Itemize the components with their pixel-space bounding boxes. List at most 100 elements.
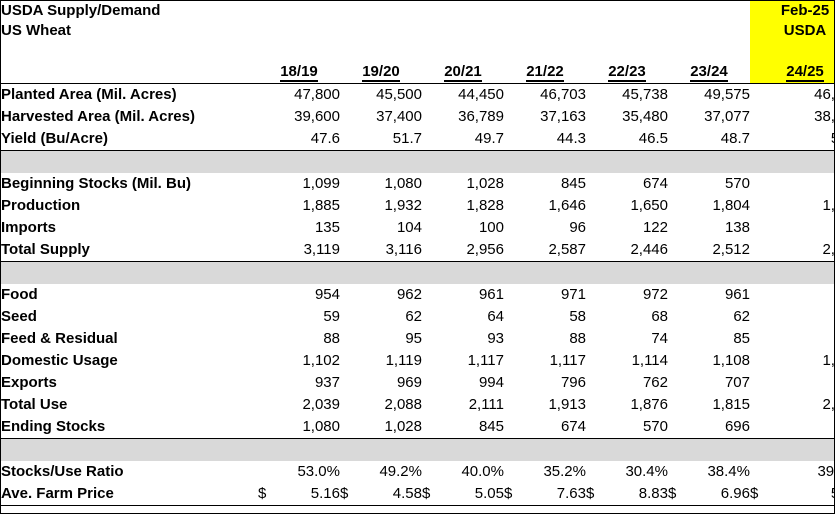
section-separator-cell (1, 150, 834, 173)
cell-value: 707 (724, 374, 750, 391)
currency-cell (750, 195, 780, 217)
currency-cell (258, 372, 276, 394)
currency-symbol: $ (340, 483, 358, 506)
currency-cell (668, 461, 686, 483)
cell-value: 1,114 (631, 352, 668, 369)
cell-value: 796 (560, 374, 586, 391)
cell-value: 1,646 (548, 197, 586, 214)
column-header-19-20: 19/20 (340, 61, 422, 84)
currency-cell (586, 394, 604, 416)
currency-cell (340, 284, 358, 306)
table-row: Production 1,885 1,932 1,828 1,646 1,650… (1, 195, 834, 217)
currency-cell (258, 106, 276, 128)
cell-value: 972 (642, 286, 668, 303)
currency-cell (750, 372, 780, 394)
table-row: Domestic Usage 1,102 1,119 1,117 1,117 1… (1, 350, 834, 372)
cell-value: 5.05 (440, 483, 504, 506)
cell-value: 8.83 (604, 483, 668, 506)
column-header-23-24: 23/24 (668, 61, 750, 84)
section-separator (1, 438, 834, 461)
title-spacer-row (1, 41, 834, 61)
cell-value: 5.16 (276, 483, 340, 506)
yellow-spacer-cell (750, 41, 834, 61)
column-header-23-24-label: 23/24 (690, 63, 728, 82)
currency-cell (258, 306, 276, 328)
column-header-20-21: 20/21 (422, 61, 504, 84)
cell-value: 49.2% (379, 463, 422, 480)
currency-cell (258, 416, 276, 439)
cell-value: 1,028 (384, 418, 422, 435)
cell-value: 88 (323, 330, 340, 347)
cell-value: 45,738 (622, 86, 668, 103)
currency-cell (422, 84, 440, 107)
currency-cell (750, 306, 780, 328)
cell-value: 2,587 (548, 241, 586, 258)
cell-value: 3,116 (385, 241, 422, 258)
currency-cell (422, 461, 440, 483)
column-header-18-19: 18/19 (258, 61, 340, 84)
cell-value: 95 (405, 330, 422, 347)
currency-cell (258, 394, 276, 416)
currency-cell (340, 461, 358, 483)
currency-cell (586, 239, 604, 262)
currency-cell (340, 128, 358, 151)
currency-cell (422, 328, 440, 350)
cell-value: 2,088 (384, 396, 422, 413)
cell-value: 1,102 (302, 352, 340, 369)
cell-value: 64 (780, 306, 834, 328)
cell-value: 762 (642, 374, 668, 391)
table-row: Stocks/Use Ratio 53.0% 49.2% 40.0% 35.2%… (1, 461, 834, 483)
cell-value: 47.6 (310, 130, 340, 147)
table-row: Beginning Stocks (Mil. Bu) 1,099 1,080 1… (1, 173, 834, 195)
currency-cell (668, 239, 686, 262)
cell-value: 970 (780, 284, 834, 306)
currency-cell (340, 394, 358, 416)
cell-value: 1,028 (466, 175, 504, 192)
column-header-22-23: 22/23 (586, 61, 668, 84)
section-separator-cell (1, 438, 834, 461)
cell-value: 1,117 (467, 352, 504, 369)
currency-symbol: $ (750, 483, 780, 506)
cell-value: 2,111 (468, 396, 504, 413)
cell-value: 130 (780, 217, 834, 239)
currency-cell (668, 106, 686, 128)
table-row: Exports 937 969 994 796 762 707 850 (1, 372, 834, 394)
table-row: Total Use 2,039 2,088 2,111 1,913 1,876 … (1, 394, 834, 416)
cell-value: 46.5 (638, 130, 668, 147)
cell-value: 2,039 (302, 396, 340, 413)
currency-cell (504, 350, 522, 372)
currency-cell (422, 350, 440, 372)
row-label: Total Use (1, 396, 68, 413)
cell-value: 2,446 (630, 241, 668, 258)
currency-cell (586, 328, 604, 350)
currency-cell (668, 394, 686, 416)
title-spacer-cell (1, 41, 750, 61)
title-row-1: USDA Supply/Demand Feb-25 (1, 1, 834, 21)
currency-cell (504, 84, 522, 107)
title-row-1-filler (258, 1, 750, 21)
section-separator-cell (1, 261, 834, 284)
cell-value: 100 (478, 219, 504, 236)
currency-cell (750, 217, 780, 239)
cell-value: 1,080 (302, 418, 340, 435)
currency-cell (422, 106, 440, 128)
currency-cell (504, 195, 522, 217)
table-row: Imports 135 104 100 96 122 138 130 (1, 217, 834, 239)
cell-value: 994 (478, 374, 504, 391)
cell-value: 954 (314, 286, 340, 303)
currency-cell (504, 173, 522, 195)
cell-value: 93 (487, 330, 504, 347)
currency-symbol: $ (668, 483, 686, 506)
currency-cell (668, 416, 686, 439)
currency-cell (258, 461, 276, 483)
report-source-label: USDA (750, 21, 834, 41)
table-row: Seed 59 62 64 58 68 62 64 (1, 306, 834, 328)
table-row: Ending Stocks 1,080 1,028 845 674 570 69… (1, 416, 834, 439)
cell-value: 1,815 (712, 396, 750, 413)
currency-cell (340, 239, 358, 262)
cell-value: 969 (396, 374, 422, 391)
currency-cell (586, 195, 604, 217)
currency-cell (668, 195, 686, 217)
cell-value: 59 (323, 308, 340, 325)
